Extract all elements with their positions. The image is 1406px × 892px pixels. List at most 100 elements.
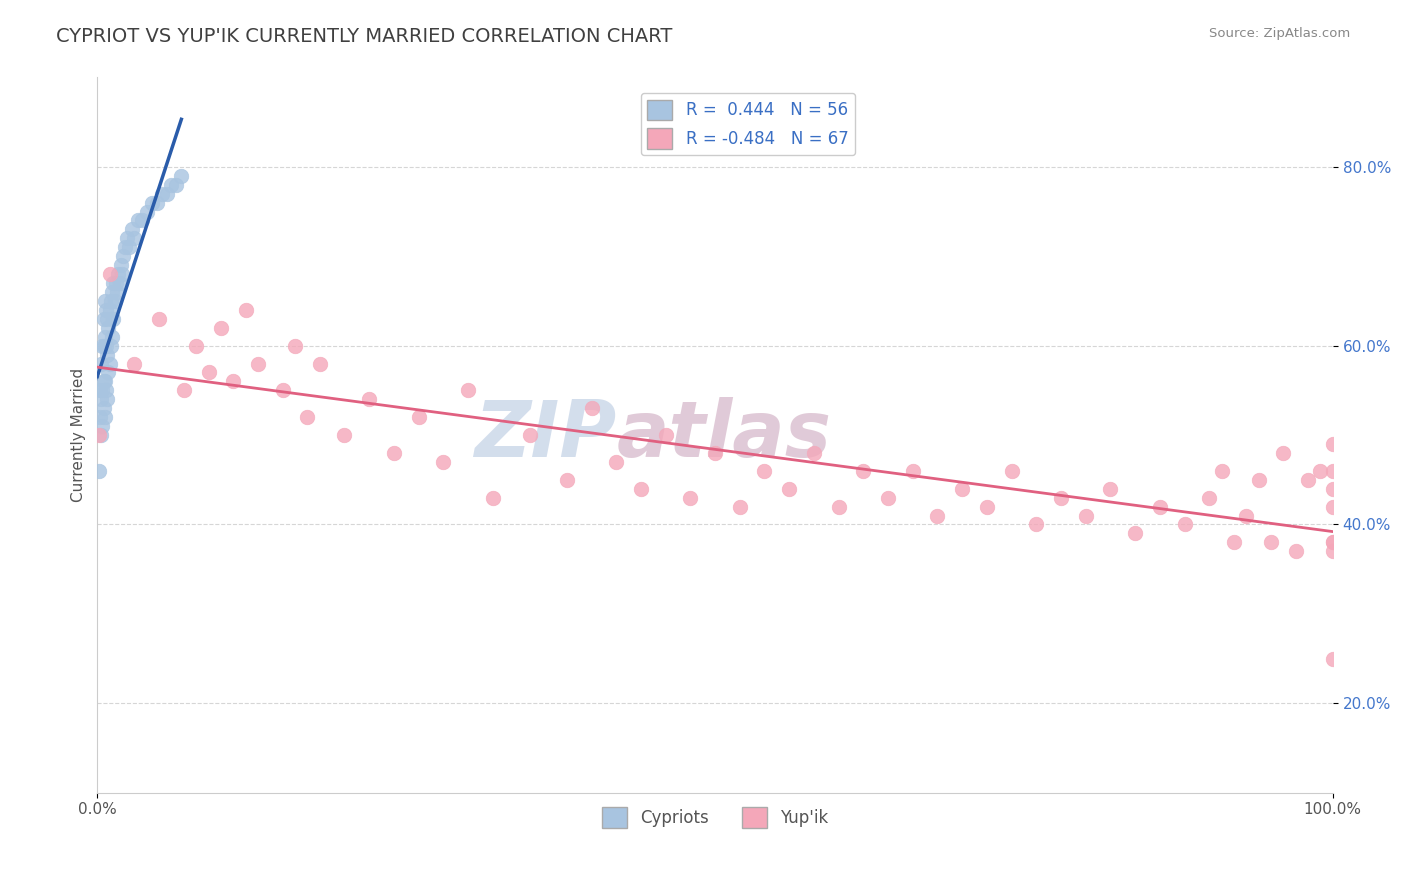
Point <box>654 428 676 442</box>
Point <box>96 311 118 326</box>
Point <box>382 446 405 460</box>
Point <box>1322 544 1344 558</box>
Point <box>173 384 195 398</box>
Point <box>827 500 849 514</box>
Point <box>131 213 153 227</box>
Point <box>124 357 146 371</box>
Point <box>104 276 127 290</box>
Point <box>333 428 356 442</box>
Point <box>1272 446 1295 460</box>
Point <box>110 258 132 272</box>
Point <box>1322 482 1344 496</box>
Point <box>115 231 138 245</box>
Point <box>1322 535 1344 549</box>
Point <box>94 410 117 425</box>
Point <box>1025 517 1047 532</box>
Point <box>89 384 111 398</box>
Point <box>94 338 117 352</box>
Text: atlas: atlas <box>616 397 831 473</box>
Point <box>93 375 115 389</box>
Point <box>679 491 702 505</box>
Point <box>1099 482 1122 496</box>
Point <box>90 357 112 371</box>
Point <box>87 428 110 442</box>
Point <box>1322 535 1344 549</box>
Point <box>1322 437 1344 451</box>
Point <box>111 267 134 281</box>
Point <box>170 169 193 183</box>
Point <box>121 222 143 236</box>
Point <box>103 311 125 326</box>
Point <box>98 302 121 317</box>
Point <box>165 178 187 192</box>
Legend: Cypriots, Yup'ik: Cypriots, Yup'ik <box>595 801 835 834</box>
Point <box>145 195 167 210</box>
Point <box>901 464 924 478</box>
Point <box>91 384 114 398</box>
Point <box>150 186 173 201</box>
Point <box>778 482 800 496</box>
Point <box>754 464 776 478</box>
Point <box>519 428 541 442</box>
Point <box>408 410 430 425</box>
Point <box>704 446 727 460</box>
Point <box>87 464 110 478</box>
Text: ZIP: ZIP <box>474 397 616 473</box>
Point <box>1173 517 1195 532</box>
Point <box>950 482 973 496</box>
Point <box>89 410 111 425</box>
Point <box>1074 508 1097 523</box>
Point <box>1234 508 1257 523</box>
Point <box>1123 526 1146 541</box>
Point <box>93 338 115 352</box>
Point <box>581 401 603 416</box>
Point <box>114 240 136 254</box>
Point <box>96 348 118 362</box>
Point <box>197 366 219 380</box>
Point <box>160 178 183 192</box>
Point <box>1285 544 1308 558</box>
Point <box>605 455 627 469</box>
Point <box>271 384 294 398</box>
Point <box>98 357 121 371</box>
Text: CYPRIOT VS YUP'IK CURRENTLY MARRIED CORRELATION CHART: CYPRIOT VS YUP'IK CURRENTLY MARRIED CORR… <box>56 27 672 45</box>
Point <box>124 231 146 245</box>
Point <box>1322 651 1344 665</box>
Point <box>101 329 124 343</box>
Point <box>108 276 131 290</box>
Point <box>97 366 120 380</box>
Point <box>135 204 157 219</box>
Point <box>877 491 900 505</box>
Point <box>118 240 141 254</box>
Point <box>1322 500 1344 514</box>
Point <box>432 455 454 469</box>
Point <box>457 384 479 398</box>
Point <box>1198 491 1220 505</box>
Point <box>98 267 121 281</box>
Point <box>103 276 125 290</box>
Point <box>112 249 135 263</box>
Point <box>976 500 998 514</box>
Point <box>728 500 751 514</box>
Point <box>186 338 208 352</box>
Point <box>209 320 232 334</box>
Point <box>235 302 257 317</box>
Point <box>297 410 319 425</box>
Point <box>481 491 503 505</box>
Point <box>94 293 117 308</box>
Point <box>1000 464 1022 478</box>
Point <box>91 419 114 434</box>
Point <box>803 446 825 460</box>
Point <box>104 293 127 308</box>
Point <box>90 428 112 442</box>
Point <box>100 338 122 352</box>
Point <box>127 213 149 227</box>
Point <box>222 375 245 389</box>
Point <box>101 285 124 299</box>
Point <box>93 401 115 416</box>
Point <box>1211 464 1233 478</box>
Point <box>1149 500 1171 514</box>
Point <box>1247 473 1270 487</box>
Y-axis label: Currently Married: Currently Married <box>72 368 86 502</box>
Point <box>107 267 129 281</box>
